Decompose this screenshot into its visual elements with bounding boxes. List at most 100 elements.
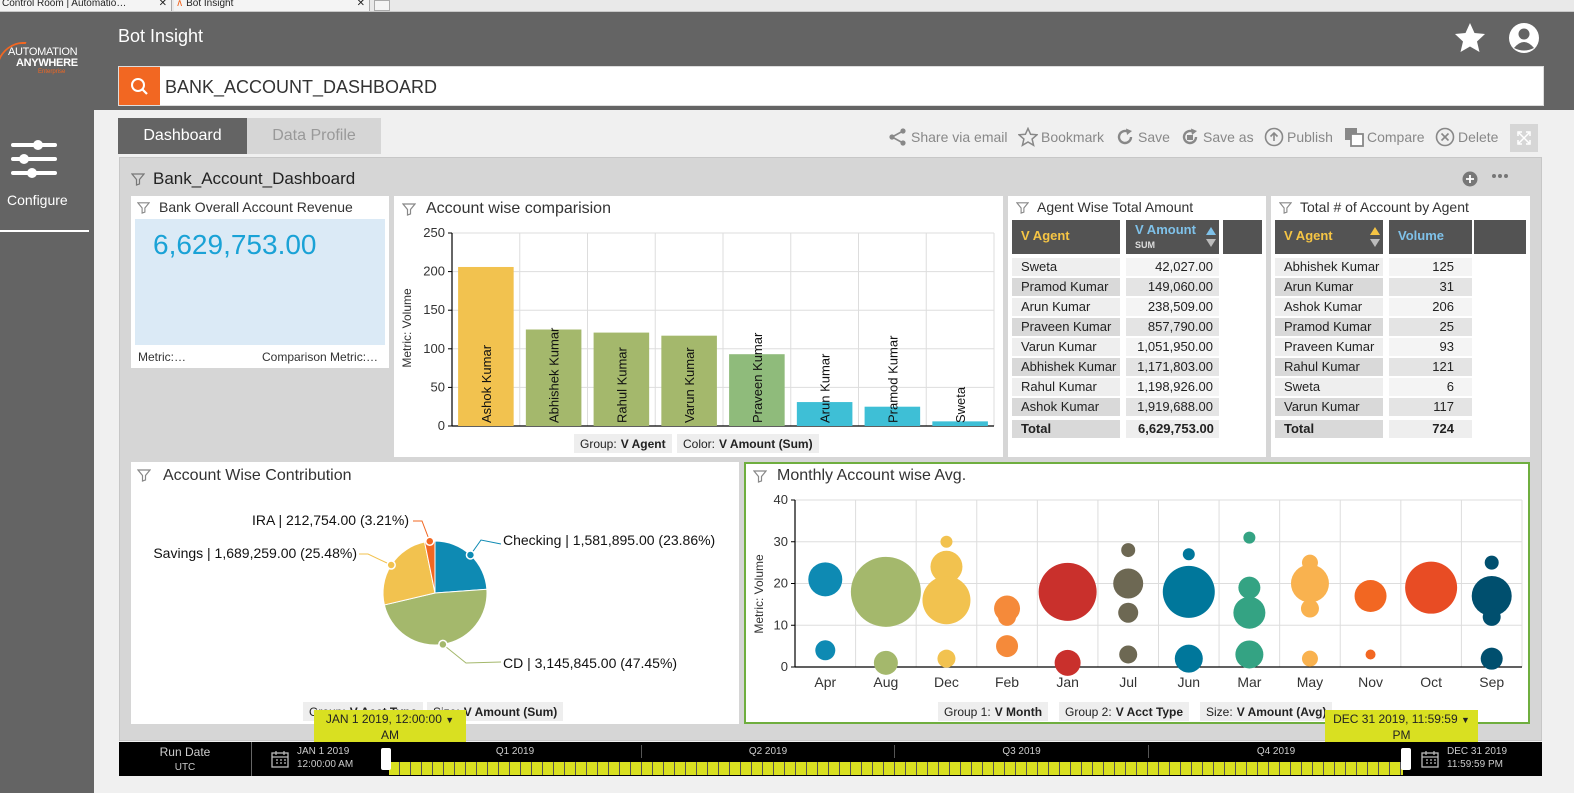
table-cell-agent[interactable]: Pramod Kumar [1012, 278, 1120, 296]
table-cell-value[interactable]: 93 [1389, 338, 1472, 356]
calendar-icon[interactable] [271, 750, 289, 768]
share-via-email-button[interactable]: Share via email [888, 126, 1008, 148]
filter-icon[interactable] [1279, 201, 1292, 214]
table-cell-value[interactable]: 125 [1389, 258, 1472, 276]
search-button[interactable] [119, 67, 160, 105]
bubble [1301, 650, 1318, 667]
range-start-handle[interactable] [381, 748, 391, 770]
save-as-button[interactable]: Save as [1180, 126, 1254, 148]
add-widget-icon[interactable] [1462, 171, 1478, 187]
publish-button[interactable]: Publish [1264, 126, 1333, 148]
new-tab-button[interactable] [374, 0, 390, 11]
table-cell-agent[interactable]: Praveen Kumar [1012, 318, 1120, 336]
close-icon[interactable]: ✕ [356, 0, 365, 9]
tab-dashboard[interactable]: Dashboard [118, 118, 247, 154]
table-cell-value[interactable]: 6 [1389, 378, 1472, 396]
table-cell-value[interactable]: 1,198,926.00 [1126, 378, 1219, 396]
search-input[interactable]: BANK_ACCOUNT_DASHBOARD [165, 77, 438, 97]
filter-icon[interactable] [137, 468, 151, 482]
upload-icon [1264, 127, 1284, 147]
pie-leader-line [470, 539, 502, 556]
table-cell-agent[interactable]: Ashok Kumar [1275, 298, 1383, 316]
table-cell-agent[interactable]: Rahul Kumar [1275, 358, 1383, 376]
bubble-chart-title: Monthly Account wise Avg. [777, 467, 967, 484]
bubble [1354, 580, 1387, 613]
table-cell-value[interactable]: 25 [1389, 318, 1472, 336]
filter-icon[interactable] [137, 201, 150, 214]
table-cell-value[interactable]: 238,509.00 [1126, 298, 1219, 316]
bubble [1471, 576, 1512, 617]
delete-button[interactable]: Delete [1435, 126, 1498, 148]
table-cell-agent[interactable]: Arun Kumar [1012, 298, 1120, 316]
table-cell-agent[interactable]: Pramod Kumar [1275, 318, 1383, 336]
table-cell-agent[interactable]: Varun Kumar [1012, 338, 1120, 356]
start-date-flag[interactable]: JAN 1 2019, 12:00:00 ▼ AM [314, 710, 466, 742]
sort-icon[interactable] [1369, 226, 1381, 248]
table-cell-agent[interactable]: Varun Kumar [1275, 398, 1383, 416]
table-cell-agent[interactable]: Sweta [1275, 378, 1383, 396]
calendar-icon[interactable] [1421, 750, 1439, 768]
automation-anywhere-logo: AUTOMATION ANYWHERE Enterprise [0, 42, 90, 82]
run-date-label: Run Date UTC [119, 745, 251, 775]
table-cell-value[interactable]: 206 [1389, 298, 1472, 316]
header-label: V Agent [1284, 228, 1333, 243]
end-date: DEC 31 2019 11:59:59 PM [1447, 745, 1507, 771]
bookmark-button[interactable]: Bookmark [1018, 126, 1104, 148]
search-bar[interactable]: BANK_ACCOUNT_DASHBOARD [118, 66, 1544, 106]
bar [525, 329, 582, 426]
more-options-icon[interactable] [1491, 172, 1509, 180]
x-tick-label: Nov [1358, 674, 1383, 690]
save-button[interactable]: Save [1115, 126, 1170, 148]
browser-tab-bot-insight[interactable]: ∧ Bot Insight ✕ [174, 0, 370, 11]
bar-category-label: Abhishek Kumar [547, 327, 562, 423]
filter-icon[interactable] [131, 172, 145, 186]
timeline-track[interactable]: Q1 2019 Q2 2019 Q3 2019 Q4 2019 [389, 745, 1403, 775]
bubble [1233, 596, 1266, 629]
column-header-agent[interactable]: V Agent [1275, 220, 1383, 254]
column-header-volume[interactable]: Volume [1389, 220, 1472, 254]
column-header-amount[interactable]: V Amount SUM [1126, 220, 1219, 254]
save-as-label: Save as [1203, 129, 1254, 145]
table-cell-value[interactable]: 117 [1389, 398, 1472, 416]
account-count-table-panel: Total # of Account by Agent V Agent Volu… [1271, 196, 1530, 457]
table-cell-agent[interactable]: Arun Kumar [1275, 278, 1383, 296]
bubble [1300, 599, 1319, 618]
sliders-icon [11, 140, 57, 178]
close-icon[interactable]: ✕ [158, 0, 167, 9]
table-cell-agent[interactable]: Rahul Kumar [1012, 378, 1120, 396]
fullscreen-button[interactable] [1510, 124, 1538, 152]
table-cell-agent[interactable]: Sweta [1012, 258, 1120, 276]
compare-button[interactable]: Compare [1344, 126, 1425, 148]
filter-icon[interactable] [1016, 201, 1029, 214]
table-cell-agent[interactable]: Abhishek Kumar [1275, 258, 1383, 276]
filter-icon[interactable] [402, 202, 416, 216]
dropdown-arrow-icon: ▼ [445, 715, 455, 725]
table-cell-agent[interactable]: Praveen Kumar [1275, 338, 1383, 356]
configure-button[interactable]: Configure [0, 140, 89, 232]
filter-icon[interactable] [753, 469, 767, 483]
legend-value: V Amount (Sum) [463, 705, 558, 719]
table-cell-value[interactable]: 42,027.00 [1126, 258, 1219, 276]
user-profile-icon[interactable] [1508, 22, 1540, 54]
table-cell-value[interactable]: 857,790.00 [1126, 318, 1219, 336]
end-date-flag[interactable]: DEC 31 2019, 11:59:59 ▼ PM [1325, 710, 1478, 742]
table-cell-agent[interactable]: Ashok Kumar [1012, 398, 1120, 416]
table-cell-value[interactable]: 121 [1389, 358, 1472, 376]
tab-data-profile[interactable]: Data Profile [247, 118, 381, 154]
table-cell-value[interactable]: 149,060.00 [1126, 278, 1219, 296]
sort-icon[interactable] [1205, 226, 1217, 248]
table-cell-agent[interactable]: Abhishek Kumar [1012, 358, 1120, 376]
dashboard-title: Bank_Account_Dashboard [153, 169, 356, 188]
table-cell-value[interactable]: 1,051,950.00 [1126, 338, 1219, 356]
legend-value: V Month [994, 705, 1043, 719]
table-cell-value[interactable]: 1,171,803.00 [1126, 358, 1219, 376]
table-cell-value[interactable]: 1,919,688.00 [1126, 398, 1219, 416]
table-cell-value[interactable]: 31 [1389, 278, 1472, 296]
star-icon[interactable] [1454, 22, 1486, 54]
selected-range-bar[interactable] [389, 762, 1403, 775]
column-header-agent[interactable]: V Agent [1012, 220, 1120, 254]
pie-anchor-dot [465, 550, 476, 560]
bubble [1238, 576, 1261, 599]
browser-tab-control-room[interactable]: Control Room | Automatio… ✕ [0, 0, 172, 11]
range-end-handle[interactable] [1401, 748, 1411, 770]
